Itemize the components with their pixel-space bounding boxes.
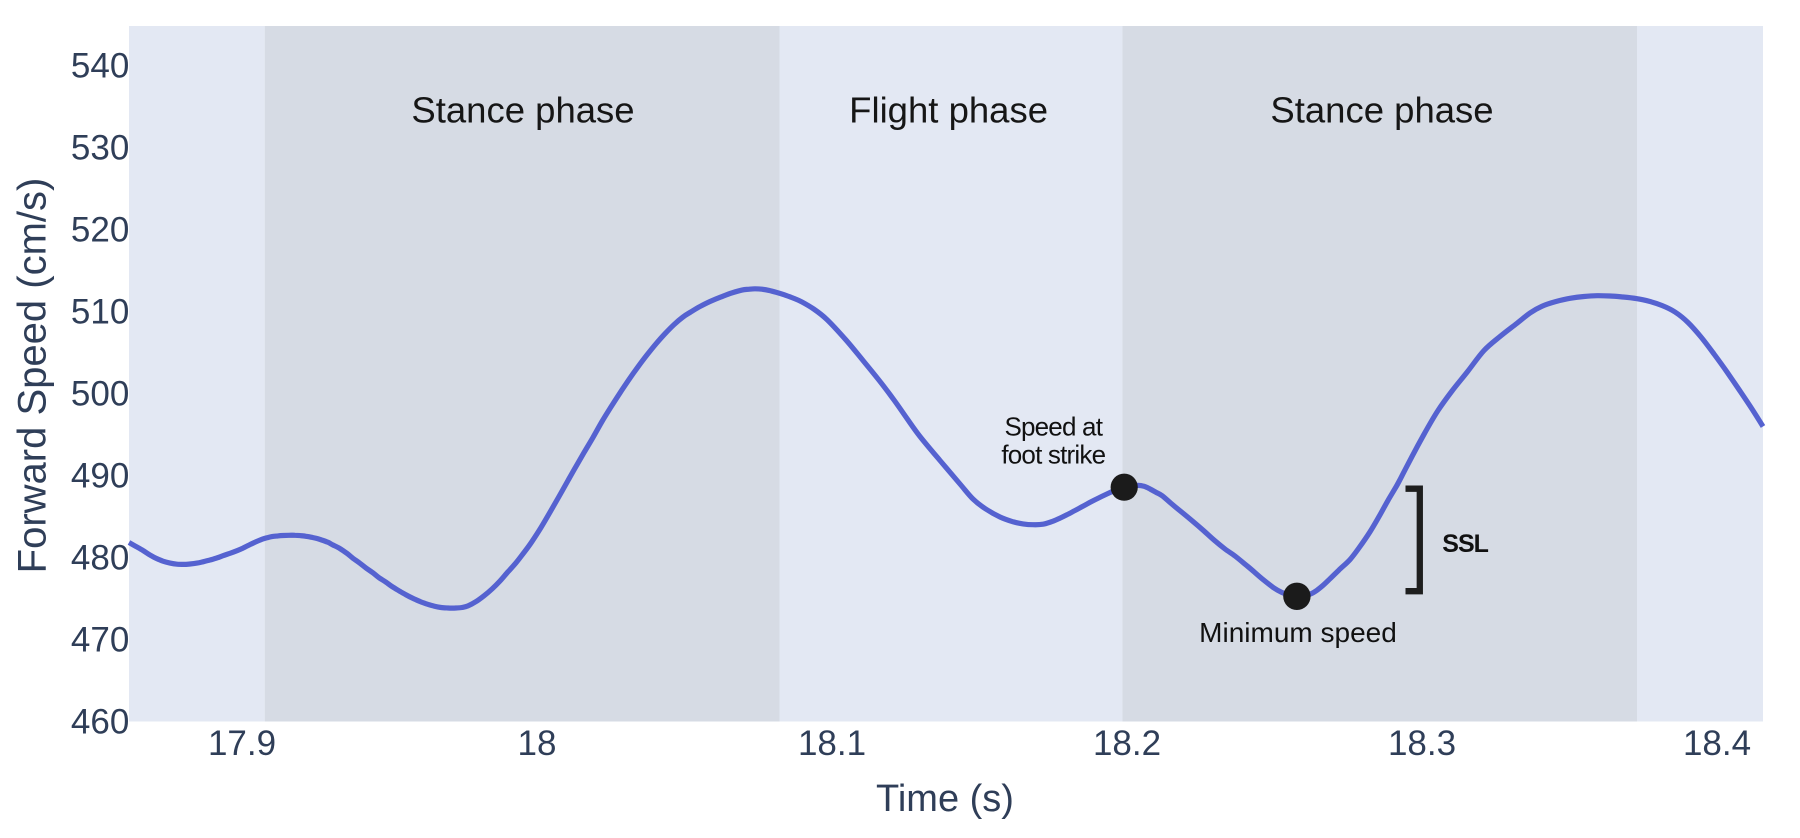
svg-text:17.9: 17.9	[208, 724, 276, 763]
svg-text:18.2: 18.2	[1093, 724, 1161, 763]
svg-text:Minimum speed: Minimum speed	[1199, 617, 1397, 648]
svg-text:540: 540	[71, 47, 129, 86]
svg-text:18.4: 18.4	[1683, 724, 1751, 763]
svg-text:480: 480	[71, 539, 129, 578]
svg-text:Speed at: Speed at	[1004, 412, 1103, 442]
svg-text:18: 18	[518, 724, 557, 763]
svg-text:Time (s): Time (s)	[876, 778, 1014, 820]
svg-text:18.3: 18.3	[1388, 724, 1456, 763]
svg-text:460: 460	[71, 703, 129, 742]
svg-text:470: 470	[71, 621, 129, 660]
svg-text:SSL: SSL	[1442, 530, 1488, 558]
svg-text:500: 500	[71, 375, 129, 414]
svg-text:Stance phase: Stance phase	[1270, 89, 1493, 130]
svg-text:520: 520	[71, 211, 129, 250]
svg-text:Forward Speed (cm/s): Forward Speed (cm/s)	[11, 178, 55, 574]
svg-text:530: 530	[71, 129, 129, 168]
svg-text:Flight phase: Flight phase	[849, 89, 1048, 130]
svg-text:foot strike: foot strike	[1001, 440, 1105, 470]
svg-text:510: 510	[71, 293, 129, 332]
svg-text:18.1: 18.1	[798, 724, 866, 763]
svg-text:490: 490	[71, 457, 129, 496]
svg-text:Stance phase: Stance phase	[411, 89, 634, 130]
